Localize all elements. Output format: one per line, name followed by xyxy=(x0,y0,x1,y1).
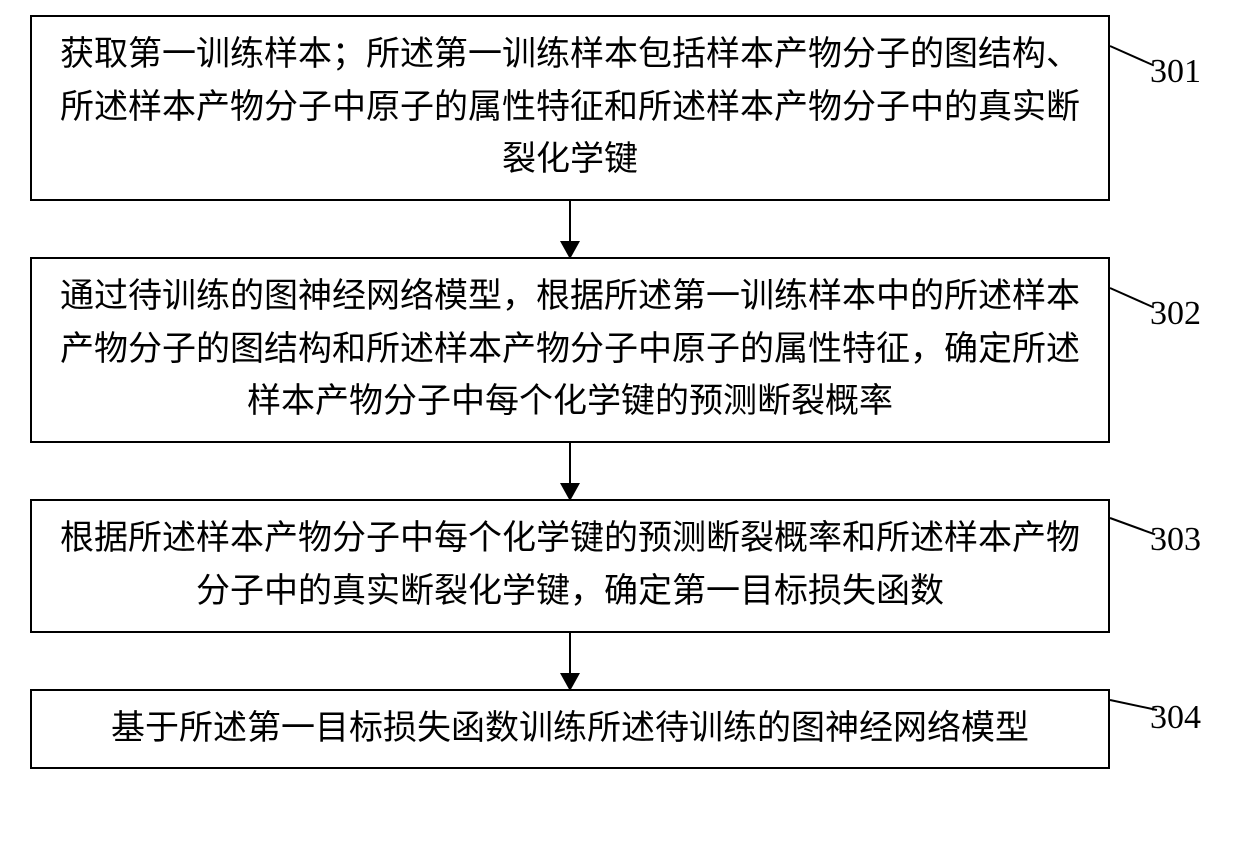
step-text: 根据所述样本产物分子中每个化学键的预测断裂概率和所述样本产物分子中的真实断裂化学… xyxy=(60,520,1080,610)
lead-line xyxy=(1110,287,1155,308)
step-box-303: 根据所述样本产物分子中每个化学键的预测断裂概率和所述样本产物分子中的真实断裂化学… xyxy=(30,499,1110,632)
step-box-302: 通过待训练的图神经网络模型，根据所述第一训练样本中的所述样本产物分子的图结构和所… xyxy=(30,257,1110,443)
step-text: 通过待训练的图神经网络模型，根据所述第一训练样本中的所述样本产物分子的图结构和所… xyxy=(60,278,1080,420)
step-text: 基于所述第一目标损失函数训练所述待训练的图神经网络模型 xyxy=(111,710,1029,747)
flowchart-container: 获取第一训练样本；所述第一训练样本包括样本产物分子的图结构、所述样本产物分子中原… xyxy=(30,15,1210,769)
step-label-302: 302 xyxy=(1150,295,1201,333)
step-box-301: 获取第一训练样本；所述第一训练样本包括样本产物分子的图结构、所述样本产物分子中原… xyxy=(30,15,1110,201)
step-text: 获取第一训练样本；所述第一训练样本包括样本产物分子的图结构、所述样本产物分子中原… xyxy=(60,36,1080,178)
step-label-301: 301 xyxy=(1150,53,1201,91)
flowchart-arrow xyxy=(30,201,1110,257)
flowchart-step: 获取第一训练样本；所述第一训练样本包括样本产物分子的图结构、所述样本产物分子中原… xyxy=(30,15,1210,201)
step-label-304: 304 xyxy=(1150,699,1201,737)
flowchart-step: 基于所述第一目标损失函数训练所述待训练的图神经网络模型 304 xyxy=(30,689,1210,770)
flowchart-arrow xyxy=(30,633,1110,689)
flowchart-step: 通过待训练的图神经网络模型，根据所述第一训练样本中的所述样本产物分子的图结构和所… xyxy=(30,257,1210,443)
lead-line xyxy=(1110,45,1155,66)
flowchart-step: 根据所述样本产物分子中每个化学键的预测断裂概率和所述样本产物分子中的真实断裂化学… xyxy=(30,499,1210,632)
flowchart-arrow xyxy=(30,443,1110,499)
lead-line xyxy=(1110,517,1156,535)
step-label-303: 303 xyxy=(1150,521,1201,559)
step-box-304: 基于所述第一目标损失函数训练所述待训练的图神经网络模型 xyxy=(30,689,1110,770)
